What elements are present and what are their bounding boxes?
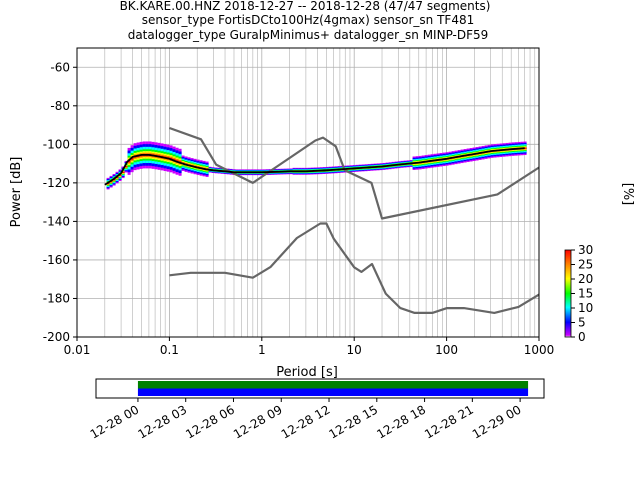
colorbar-tick-label: 20 [578,272,593,286]
plot-frame [76,47,540,338]
series-nhnm-line [169,126,539,220]
pdf-cell [127,160,131,163]
x-axis-label: Period [s] [276,365,338,380]
x-tick-label: 10 [347,343,362,357]
pdf-cell [523,147,527,149]
x-axis-ticks: 0.01 0.1 1 10 100 1000 [64,337,555,357]
y-tick-label: -140 [43,214,70,228]
y-tick-label: -160 [43,253,70,267]
colorbar-tick-label: 0 [578,330,586,344]
x-tick-label: 100 [435,343,458,357]
timeline-frame [95,378,545,399]
timeline-bar-data [137,381,529,389]
colorbar-tick-label: 10 [578,301,593,315]
x-tick-label: 1 [258,343,266,357]
colorbar-tick-label: 25 [578,258,593,272]
y-tick-label: -80 [50,99,70,113]
timeline-tick-label: 12-28 21 [422,402,476,441]
psd-plot-area: 0.01 0.1 1 10 100 1000 -200 -180 -160 -140 -120 -1… [43,47,555,357]
y-tick-label: -200 [43,330,70,344]
x-tick-label: 1000 [524,343,555,357]
y-axis-label: Power [dB] [9,157,24,228]
timeline-tick-label: 12-28 12 [279,402,333,441]
chart-title-line-2: sensor_type FortisDCto100Hz(4gmax) senso… [142,13,474,27]
timeline-tick-label: 12-29 00 [470,402,524,441]
y-tick-label: -180 [43,291,70,305]
series-nlnm-line [169,222,539,314]
colorbar-gradient [564,249,572,338]
x-tick-label: 0.01 [64,343,91,357]
y-tick-label: -120 [43,176,70,190]
colorbar-tick-label: 5 [578,316,586,330]
y-tick-label: -100 [43,137,70,151]
chart-title-line-3: datalogger_type GuralpMinimus+ datalogge… [128,28,489,42]
pdf-cell [121,171,125,173]
timeline-tick-label: 12-28 15 [327,402,381,441]
colorbar-tick-label: 15 [578,287,593,301]
pdf-cell [118,174,122,176]
y-axis-ticks: -200 -180 -160 -140 -120 -100 -80 -60 [43,60,77,344]
colorbar-tick-label: 30 [578,243,593,257]
colorbar-label: [%] [620,183,635,206]
series-mode-line [104,147,525,186]
plot-background [77,48,539,337]
timeline-tick-label: 12-28 03 [135,402,189,441]
timeline-tick-label: 12-28 18 [374,402,428,441]
timeline-tick-label: 12-28 09 [231,402,285,441]
chart-title-line-1: BK.KARE.00.HNZ 2018-12-27 -- 2018-12-28 … [120,0,491,13]
y-tick-label: -60 [50,60,70,74]
timeline-tick-label: 12-28 06 [183,402,237,441]
x-tick-label: 0.1 [160,343,179,357]
pdf-cell [124,166,128,168]
timeline-bars [137,381,529,396]
pdf-cell [130,157,134,160]
timeline-bar-psd [137,388,529,396]
noise-model-curves [104,126,539,314]
pdf-cell [115,177,119,179]
timeline-tick-label: 12-28 00 [88,402,142,441]
